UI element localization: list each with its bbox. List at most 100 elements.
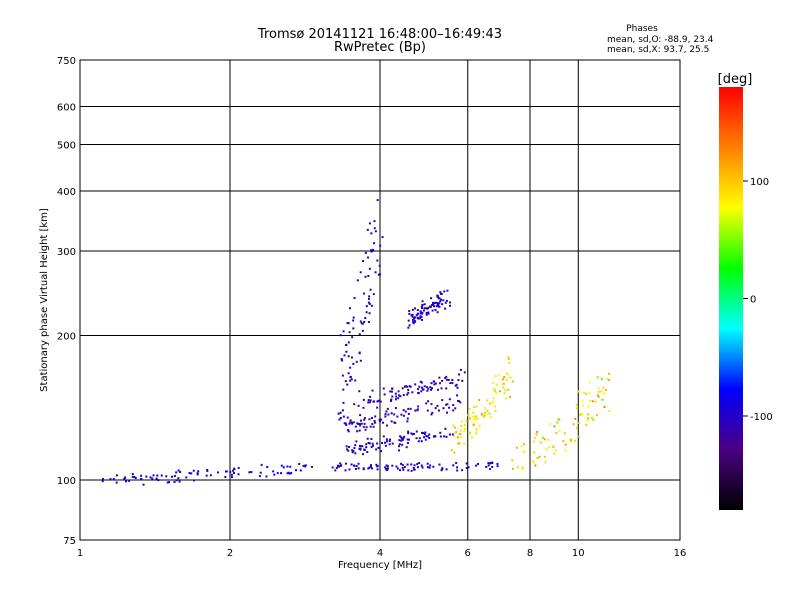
data-point (390, 412, 393, 415)
data-point (370, 304, 373, 307)
data-point (574, 417, 577, 420)
data-point (368, 295, 371, 298)
data-point (457, 379, 460, 382)
data-point (483, 407, 486, 410)
data-point (465, 420, 468, 423)
data-point (445, 387, 448, 390)
data-point (391, 464, 394, 467)
data-point (406, 417, 409, 420)
data-point (341, 359, 344, 362)
data-point (475, 464, 478, 467)
data-point (444, 307, 447, 310)
data-point (449, 301, 452, 304)
data-point (399, 462, 402, 465)
data-point (486, 409, 489, 412)
data-point (407, 438, 410, 441)
data-point (461, 469, 464, 472)
data-point (431, 304, 434, 307)
data-point (367, 321, 370, 324)
data-point (359, 448, 362, 451)
data-point (357, 423, 360, 426)
data-point (536, 430, 539, 433)
data-point (109, 478, 112, 481)
data-point (597, 395, 600, 398)
data-point (340, 358, 343, 361)
data-point (367, 297, 370, 300)
data-point (439, 435, 442, 438)
data-point (400, 436, 403, 439)
data-point (439, 291, 442, 294)
data-point (337, 412, 340, 415)
data-point (401, 466, 404, 469)
data-point (476, 417, 479, 420)
data-point (362, 260, 365, 263)
data-point (382, 421, 385, 424)
data-point (403, 435, 406, 438)
data-point (367, 441, 370, 444)
data-point (596, 394, 599, 397)
data-point (434, 407, 437, 410)
data-point (304, 465, 307, 468)
data-point (345, 344, 348, 347)
data-point (430, 297, 433, 300)
data-point (460, 420, 463, 423)
data-point (368, 222, 371, 225)
data-point (299, 469, 302, 472)
data-point (451, 382, 454, 385)
data-point (196, 473, 199, 476)
data-point (383, 441, 386, 444)
data-point (563, 432, 566, 435)
data-point (338, 418, 341, 421)
data-point (353, 447, 356, 450)
data-point (383, 393, 386, 396)
data-point (354, 379, 357, 382)
y-tick-label: 300 (57, 247, 76, 258)
data-point (376, 259, 379, 262)
data-point (445, 299, 448, 302)
data-point (397, 390, 400, 393)
data-point (276, 472, 279, 475)
data-point (607, 379, 610, 382)
data-point (352, 421, 355, 424)
data-point (411, 318, 414, 321)
data-point (456, 442, 459, 445)
data-point (416, 316, 419, 319)
data-point (410, 314, 413, 317)
data-point (475, 405, 478, 408)
data-point (420, 386, 423, 389)
data-point (407, 319, 410, 322)
data-point (331, 466, 334, 469)
data-point (426, 462, 429, 465)
data-point (413, 316, 416, 319)
data-point (374, 271, 377, 274)
data-point (391, 395, 394, 398)
data-point (376, 465, 379, 468)
data-point (347, 428, 350, 431)
grid-lines (80, 60, 680, 540)
data-point (408, 324, 411, 327)
data-point (350, 463, 353, 466)
data-point (438, 382, 441, 385)
data-point (446, 411, 449, 414)
data-point (384, 466, 387, 469)
data-point (365, 446, 368, 449)
data-point (458, 373, 461, 376)
data-point (439, 431, 442, 434)
data-point (344, 380, 347, 383)
data-point (357, 467, 360, 470)
data-point (418, 317, 421, 320)
data-point (574, 439, 577, 442)
data-point (351, 336, 354, 339)
y-axis-ticks: 75 100 200 300 400 500 600 750 (57, 56, 76, 547)
data-point (475, 428, 478, 431)
data-point (419, 380, 422, 383)
data-point (437, 305, 440, 308)
data-point (398, 443, 401, 446)
data-point (401, 438, 404, 441)
data-point (435, 305, 438, 308)
data-point (396, 467, 399, 470)
data-point (498, 390, 501, 393)
data-point (345, 350, 348, 353)
data-point (554, 449, 557, 452)
data-point (451, 379, 454, 382)
